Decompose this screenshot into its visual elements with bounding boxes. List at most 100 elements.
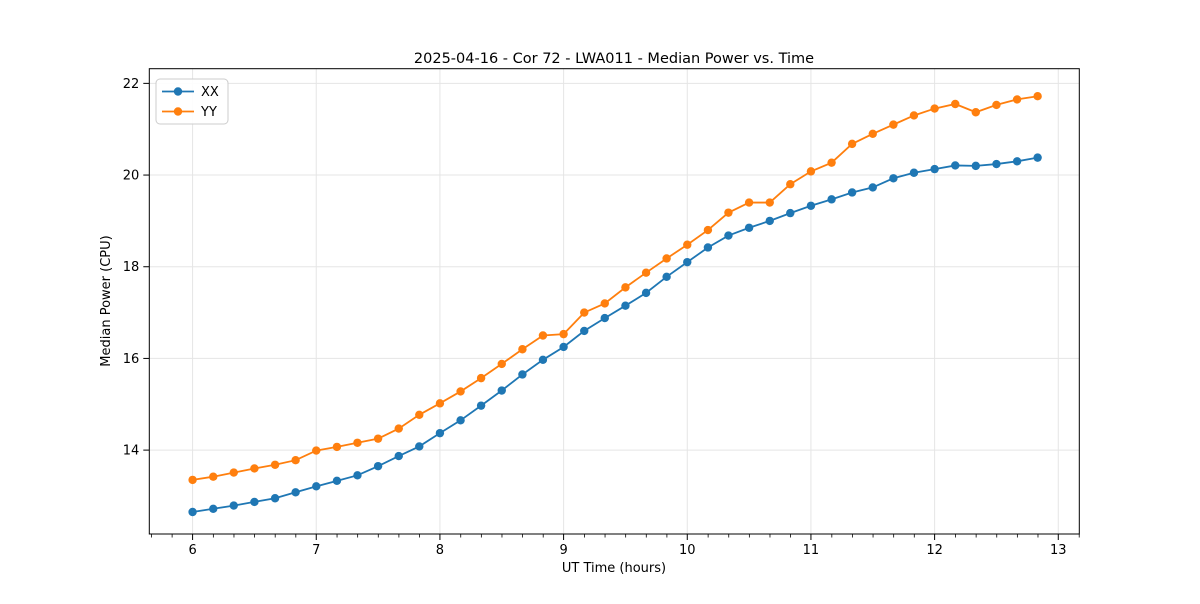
data-point-yy xyxy=(930,104,939,113)
data-point-yy xyxy=(971,108,980,117)
x-tick-label: 9 xyxy=(559,543,567,558)
data-point-xx xyxy=(1033,153,1042,162)
plot-border xyxy=(148,68,1080,535)
data-point-xx xyxy=(291,488,300,497)
data-point-xx xyxy=(683,257,692,267)
data-point-xx xyxy=(229,501,238,510)
y-tick-label: 16 xyxy=(123,352,140,367)
data-point-xx xyxy=(538,355,548,364)
data-point-xx xyxy=(765,216,774,226)
data-point-xx xyxy=(621,301,630,310)
data-point-xx xyxy=(456,416,465,425)
x-tick-label: 6 xyxy=(188,543,196,558)
data-point-xx xyxy=(703,243,713,252)
data-point-xx xyxy=(353,471,362,480)
data-point-yy xyxy=(621,283,630,292)
data-point-xx xyxy=(868,183,877,192)
data-point-yy xyxy=(250,464,259,473)
x-tick-label: 8 xyxy=(436,543,444,558)
data-point-yy xyxy=(724,208,733,217)
data-point-xx xyxy=(415,442,424,451)
series-line-xx xyxy=(192,156,1038,513)
data-point-xx xyxy=(518,370,527,379)
data-point-yy xyxy=(353,438,362,447)
data-point-xx xyxy=(827,195,836,204)
data-point-xx xyxy=(250,497,259,507)
legend: XX YY xyxy=(155,78,229,125)
data-point-xx xyxy=(806,201,816,210)
data-point-yy xyxy=(868,129,877,138)
data-point-yy xyxy=(662,254,671,263)
data-point-yy xyxy=(703,225,713,235)
data-point-yy xyxy=(435,399,445,408)
data-point-xx xyxy=(889,174,898,183)
data-point-xx xyxy=(641,288,651,298)
data-point-xx xyxy=(435,428,445,438)
data-point-xx xyxy=(992,159,1001,169)
x-tick-label: 7 xyxy=(312,543,320,558)
data-point-yy xyxy=(951,99,960,109)
series-xx xyxy=(188,153,1042,517)
data-point-yy xyxy=(889,120,898,129)
data-point-xx xyxy=(312,482,321,491)
data-point-xx xyxy=(909,168,919,177)
data-point-yy xyxy=(1012,95,1022,104)
y-axis-label: Median Power (CPU) xyxy=(99,235,114,366)
data-series xyxy=(188,92,1042,517)
data-point-yy xyxy=(580,308,589,317)
data-point-xx xyxy=(476,401,486,410)
data-point-xx xyxy=(332,476,342,486)
legend-marker-icon-yy xyxy=(173,107,183,116)
legend-label-xx: XX xyxy=(201,85,219,100)
y-tick-label: 18 xyxy=(123,260,140,275)
data-point-yy xyxy=(765,198,774,207)
data-point-yy xyxy=(909,111,919,120)
series-yy xyxy=(188,92,1042,485)
x-tick-label: 13 xyxy=(1050,543,1067,558)
legend-item-xx: XX xyxy=(162,85,219,100)
data-point-yy xyxy=(312,446,321,455)
data-point-yy xyxy=(559,329,568,339)
data-point-yy xyxy=(538,331,548,340)
series-line-yy xyxy=(192,95,1038,481)
data-point-yy xyxy=(373,434,383,443)
legend-marker-icon-xx xyxy=(173,87,183,96)
data-point-yy xyxy=(394,424,403,433)
legend-item-yy: YY xyxy=(162,105,217,120)
x-tick-label: 12 xyxy=(926,543,943,558)
data-point-xx xyxy=(724,231,733,240)
x-tick-label: 11 xyxy=(803,543,820,558)
data-point-yy xyxy=(291,455,300,465)
data-point-xx xyxy=(1012,157,1022,166)
data-point-xx xyxy=(662,272,671,282)
data-point-xx xyxy=(394,451,403,461)
x-tick-label: 10 xyxy=(679,543,696,558)
data-point-yy xyxy=(415,410,424,420)
data-point-yy xyxy=(641,268,651,277)
data-point-xx xyxy=(744,223,754,232)
grid-lines xyxy=(149,68,1080,534)
data-point-yy xyxy=(456,387,465,396)
data-point-xx xyxy=(951,161,960,170)
data-point-yy xyxy=(476,373,486,383)
data-point-xx xyxy=(497,386,506,395)
data-point-xx xyxy=(786,208,795,218)
data-point-yy xyxy=(600,299,609,308)
data-point-yy xyxy=(518,345,527,354)
y-tick-label: 20 xyxy=(123,169,140,184)
x-axis-label: UT Time (hours) xyxy=(562,561,666,576)
data-point-xx xyxy=(930,164,939,174)
data-point-yy xyxy=(683,240,692,249)
data-point-yy xyxy=(806,167,816,176)
data-point-xx xyxy=(580,326,589,336)
data-point-xx xyxy=(373,461,383,471)
legend-label-yy: YY xyxy=(200,105,217,120)
data-point-xx xyxy=(847,188,857,197)
data-point-xx xyxy=(559,342,568,352)
data-point-yy xyxy=(1033,92,1042,101)
data-point-yy xyxy=(847,139,857,149)
data-point-xx xyxy=(600,313,609,323)
data-point-yy xyxy=(229,468,238,477)
data-point-yy xyxy=(744,198,754,207)
